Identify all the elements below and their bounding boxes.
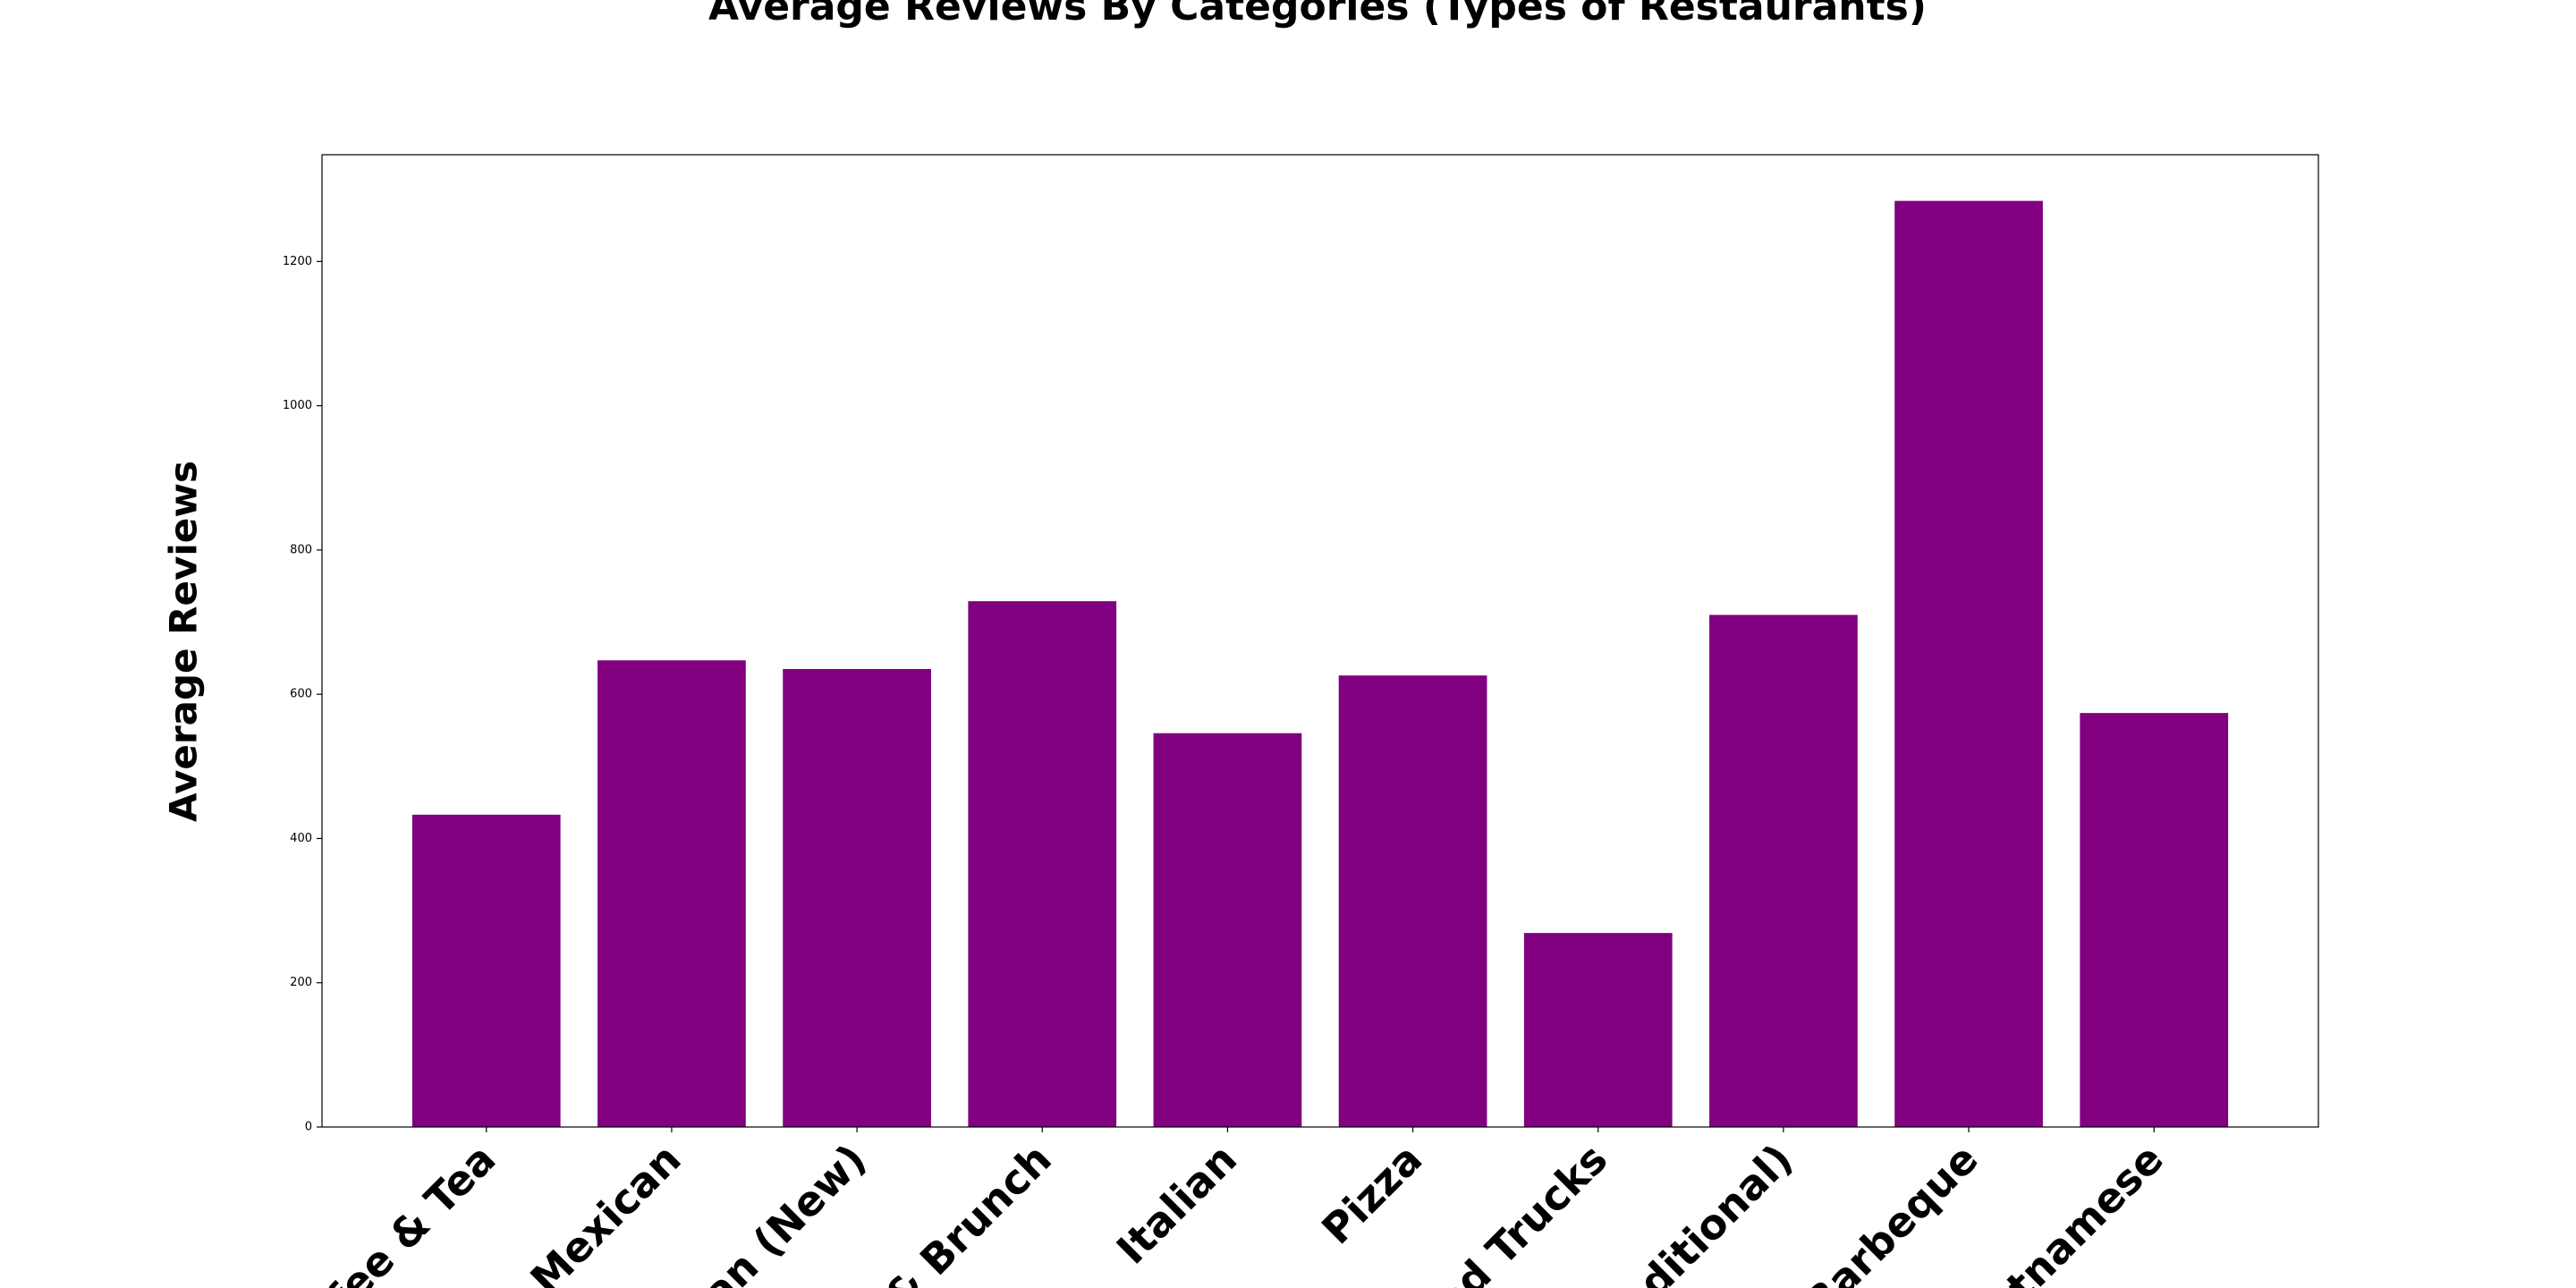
y-tick-label: 0 (305, 1121, 312, 1134)
x-tick-label: Barbeque (1795, 1134, 1987, 1288)
x-tick-label: Food Trucks (1387, 1134, 1616, 1288)
bar (1523, 933, 1673, 1127)
y-tick-label: 1000 (283, 399, 312, 412)
y-tick-label: 600 (290, 688, 312, 701)
y-tick-label: 200 (290, 976, 312, 989)
y-tick-label: 800 (290, 543, 312, 556)
bar (1709, 614, 1858, 1127)
x-tick-label: Vietnamese (1945, 1134, 2173, 1288)
bar (2080, 713, 2229, 1127)
bar (1153, 733, 1302, 1127)
bar (1894, 200, 2043, 1128)
chart-title: Average Reviews By Categories (Types of … (708, 0, 1927, 30)
bar (1338, 675, 1487, 1127)
bar (968, 601, 1117, 1127)
x-tick-label: Mexican (521, 1134, 690, 1288)
y-axis-label: Average Reviews (162, 461, 206, 822)
plot-frame (321, 154, 2319, 1128)
bar (597, 660, 746, 1127)
bar (783, 668, 931, 1127)
bar (411, 814, 561, 1127)
y-tick-label: 400 (290, 832, 312, 845)
y-tick-label: 1200 (283, 255, 312, 268)
x-tick-label: Coffee & Tea (266, 1134, 505, 1288)
x-tick-label: Pizza (1312, 1134, 1431, 1253)
x-tick-label: Italian (1107, 1134, 1246, 1273)
